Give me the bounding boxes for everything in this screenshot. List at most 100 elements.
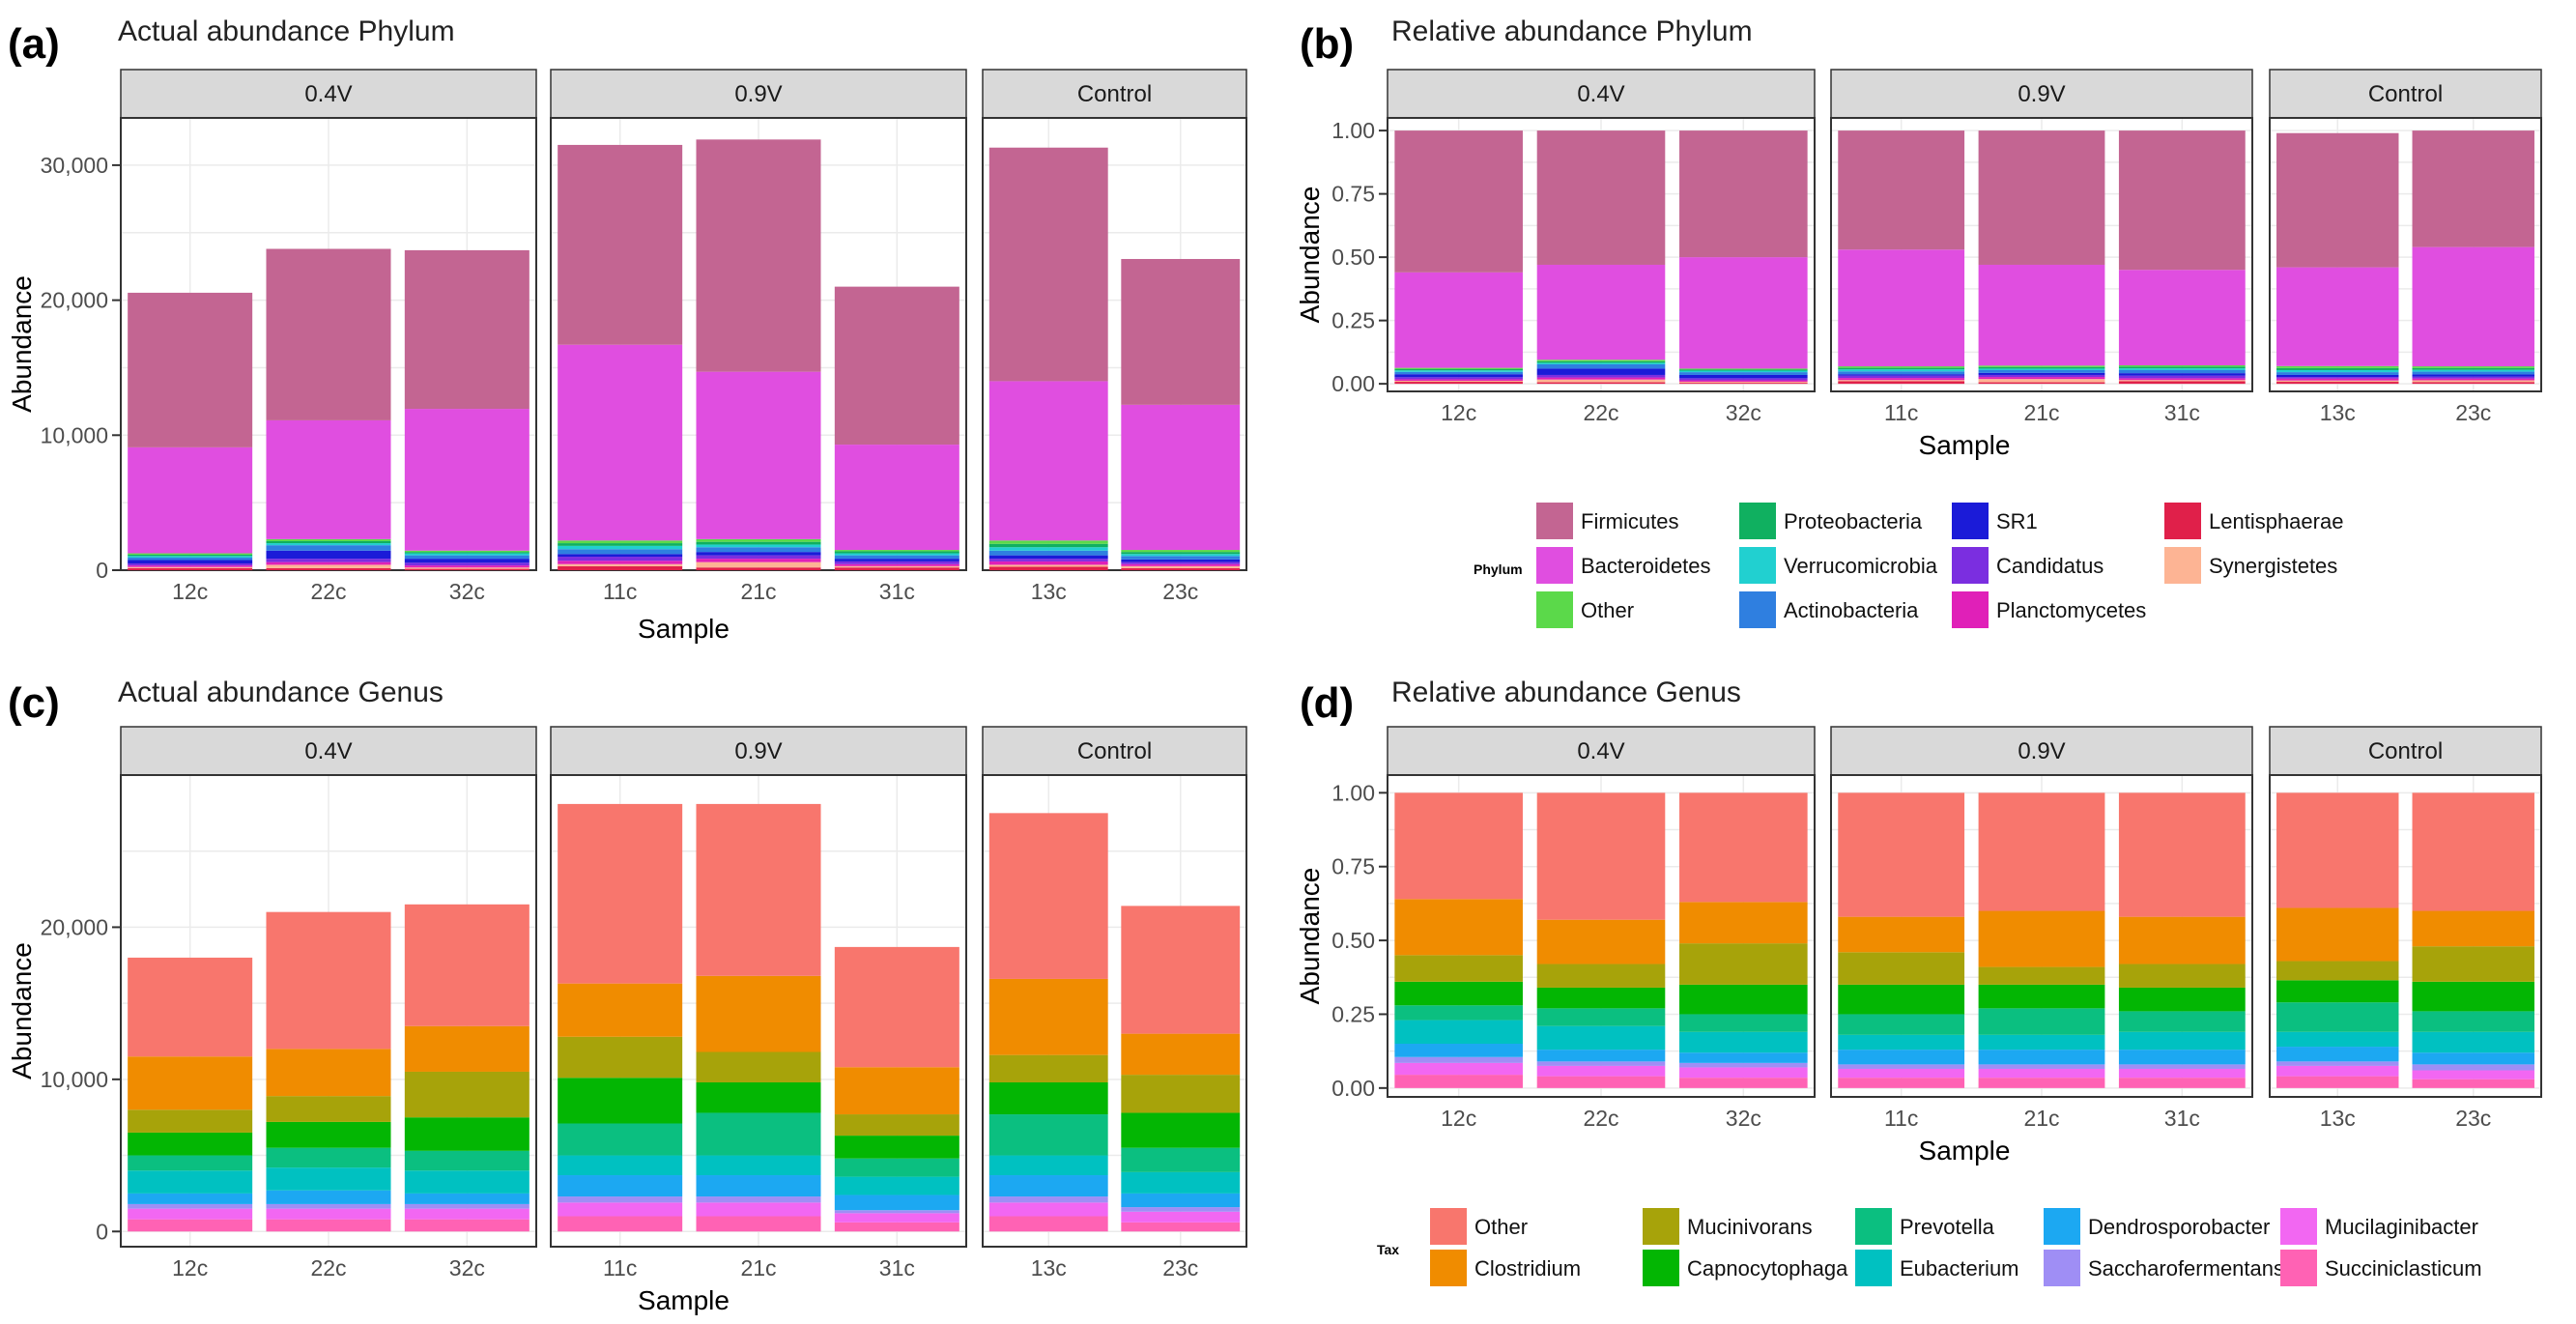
bar-segment-Candidatus	[404, 562, 530, 566]
bar-22c	[266, 248, 391, 570]
bar-segment-Verrucomicrobia	[2118, 368, 2246, 370]
bar-11c	[558, 803, 683, 1232]
legend-item-Succiniclasticum: Succiniclasticum	[2280, 1250, 2482, 1286]
bar-segment-Other	[1679, 368, 1808, 370]
bar-segment-Verrucomicrobia	[1394, 370, 1523, 372]
bar-segment-Eubacterium	[696, 1155, 821, 1176]
x-tick-label: 22c	[1583, 400, 1618, 425]
bar-segment-Other	[128, 957, 253, 1057]
bar-segment-Mucinivorans	[558, 1036, 683, 1079]
legend-swatch	[2164, 503, 2201, 539]
bar-13c	[988, 813, 1108, 1232]
y-tick-label: 10,000	[41, 422, 108, 447]
bar-segment-Lentisphaerae	[2276, 382, 2399, 385]
bar-segment-Firmicutes	[1679, 130, 1808, 258]
legend: Tax Other Clostridium Mucinivorans Capnocyto…	[1377, 1208, 2482, 1286]
legend-swatch	[1430, 1208, 1467, 1245]
bar-segment-Verrucomicrobia	[558, 545, 683, 550]
bar-segment-Saccharofermentans	[1536, 1061, 1666, 1066]
bar-segment-SR1	[696, 552, 821, 556]
bar-segment-Capnocytophaga	[1536, 987, 1666, 1009]
bar-segment-Prevotella	[696, 1112, 821, 1156]
legend-item-Capnocytophaga: Capnocytophaga	[1643, 1250, 1848, 1286]
bar-segment-Eubacterium	[558, 1155, 683, 1176]
bar-segment-Firmicutes	[2412, 130, 2534, 247]
bar-segment-Clostridium	[558, 983, 683, 1037]
legend-title: Phylum	[1474, 561, 1523, 577]
bar-segment-Eubacterium	[2412, 1031, 2534, 1053]
legend-item-Other: Other	[1430, 1208, 1528, 1245]
bar-segment-Capnocytophaga	[2412, 981, 2534, 1012]
bar-31c	[2118, 130, 2246, 385]
bar-segment-Mucilaginibacter	[266, 1208, 391, 1220]
x-tick-label: 23c	[1162, 579, 1198, 604]
bar-segment-Proteobacteria	[2276, 367, 2399, 370]
bar-segment-SR1	[2118, 373, 2246, 376]
bar-segment-Planctomycetes	[1394, 379, 1523, 381]
bar-segment-Firmicutes	[404, 249, 530, 410]
facet-0.9V: 0.9V 11c 21c 31c	[550, 726, 967, 1281]
x-tick-label: 31c	[2164, 400, 2200, 425]
bar-segment-Bacteroidetes	[558, 344, 683, 541]
bar-11c	[558, 144, 683, 570]
y-tick-label: 20,000	[41, 914, 108, 939]
bar-segment-Planctomycetes	[1679, 380, 1808, 383]
x-axis-title: Sample	[1919, 1136, 2011, 1166]
bar-11c	[1838, 130, 1965, 385]
bar-segment-Dendrosporobacter	[266, 1190, 391, 1204]
panel-label: (a)	[8, 20, 60, 68]
bar-segment-Mucinivorans	[2412, 946, 2534, 982]
facet-Control: Control 13c 23c	[982, 726, 1247, 1281]
bar-segment-Prevotella	[404, 1150, 530, 1171]
bar-segment-Actinobacteria	[1978, 369, 2105, 373]
bar-segment-Clostridium	[128, 1056, 253, 1110]
bar-segment-Bacteroidetes	[1394, 272, 1523, 368]
bar-segment-Mucilaginibacter	[1838, 1068, 1965, 1079]
bar-segment-Other	[1978, 365, 2105, 367]
bar-segment-Proteobacteria	[1978, 366, 2105, 369]
bar-31c	[834, 286, 959, 570]
x-tick-label: 21c	[740, 1255, 776, 1281]
bar-segment-Bacteroidetes	[834, 445, 959, 551]
legend-item-Bacteroidetes: Bacteroidetes	[1536, 547, 1711, 584]
bar-segment-Prevotella	[266, 1147, 391, 1168]
legend-item-Mucilaginibacter: Mucilaginibacter	[2280, 1208, 2478, 1245]
bar-segment-Saccharofermentans	[2118, 1064, 2246, 1069]
bar-segment-Saccharofermentans	[988, 1196, 1108, 1203]
bar-segment-Other	[1838, 366, 1965, 368]
bar-32c	[1679, 792, 1808, 1088]
bar-segment-Saccharofermentans	[558, 1196, 683, 1203]
bar-segment-Actinobacteria	[1536, 363, 1666, 369]
legend-swatch	[2280, 1208, 2317, 1245]
bar-segment-Prevotella	[988, 1114, 1108, 1156]
bar-segment-Mucilaginibacter	[1121, 1211, 1241, 1223]
bar-segment-Other	[2412, 366, 2534, 368]
bar-segment-Mucinivorans	[1679, 943, 1808, 985]
legend-label: Bacteroidetes	[1581, 554, 1711, 578]
bar-segment-Succiniclasticum	[988, 1216, 1108, 1232]
legend-label: Actinobacteria	[1784, 598, 1919, 622]
bar-segment-Prevotella	[2412, 1011, 2534, 1032]
chart-title: Relative abundance Genus	[1391, 676, 1741, 708]
facet-strip-label: Control	[1077, 81, 1152, 107]
bar-segment-Saccharofermentans	[1394, 1056, 1523, 1063]
y-tick-label: 0	[96, 558, 108, 583]
legend-label: Proteobacteria	[1784, 509, 1923, 533]
facet-Control: Control 13c 23c	[982, 69, 1247, 604]
bar-segment-Clostridium	[696, 975, 821, 1052]
bar-segment-Verrucomicrobia	[404, 553, 530, 556]
bar-segment-Synergistetes	[696, 561, 821, 568]
bar-segment-Saccharofermentans	[1679, 1062, 1808, 1068]
legend-label: Capnocytophaga	[1687, 1256, 1848, 1281]
bar-11c	[1838, 792, 1965, 1088]
bar-segment-Verrucomicrobia	[1838, 369, 1965, 372]
bar-32c	[404, 249, 530, 570]
bar-segment-Mucinivorans	[1536, 964, 1666, 988]
bar-segment-Mucilaginibacter	[404, 1208, 530, 1220]
bar-segment-Firmicutes	[1121, 258, 1241, 405]
facet-strip-label: 0.9V	[734, 81, 782, 107]
bar-segment-Other	[1838, 792, 1965, 917]
bar-segment-Lentisphaerae	[696, 567, 821, 570]
legend-swatch	[2044, 1208, 2080, 1245]
bar-segment-Proteobacteria	[1838, 367, 1965, 370]
